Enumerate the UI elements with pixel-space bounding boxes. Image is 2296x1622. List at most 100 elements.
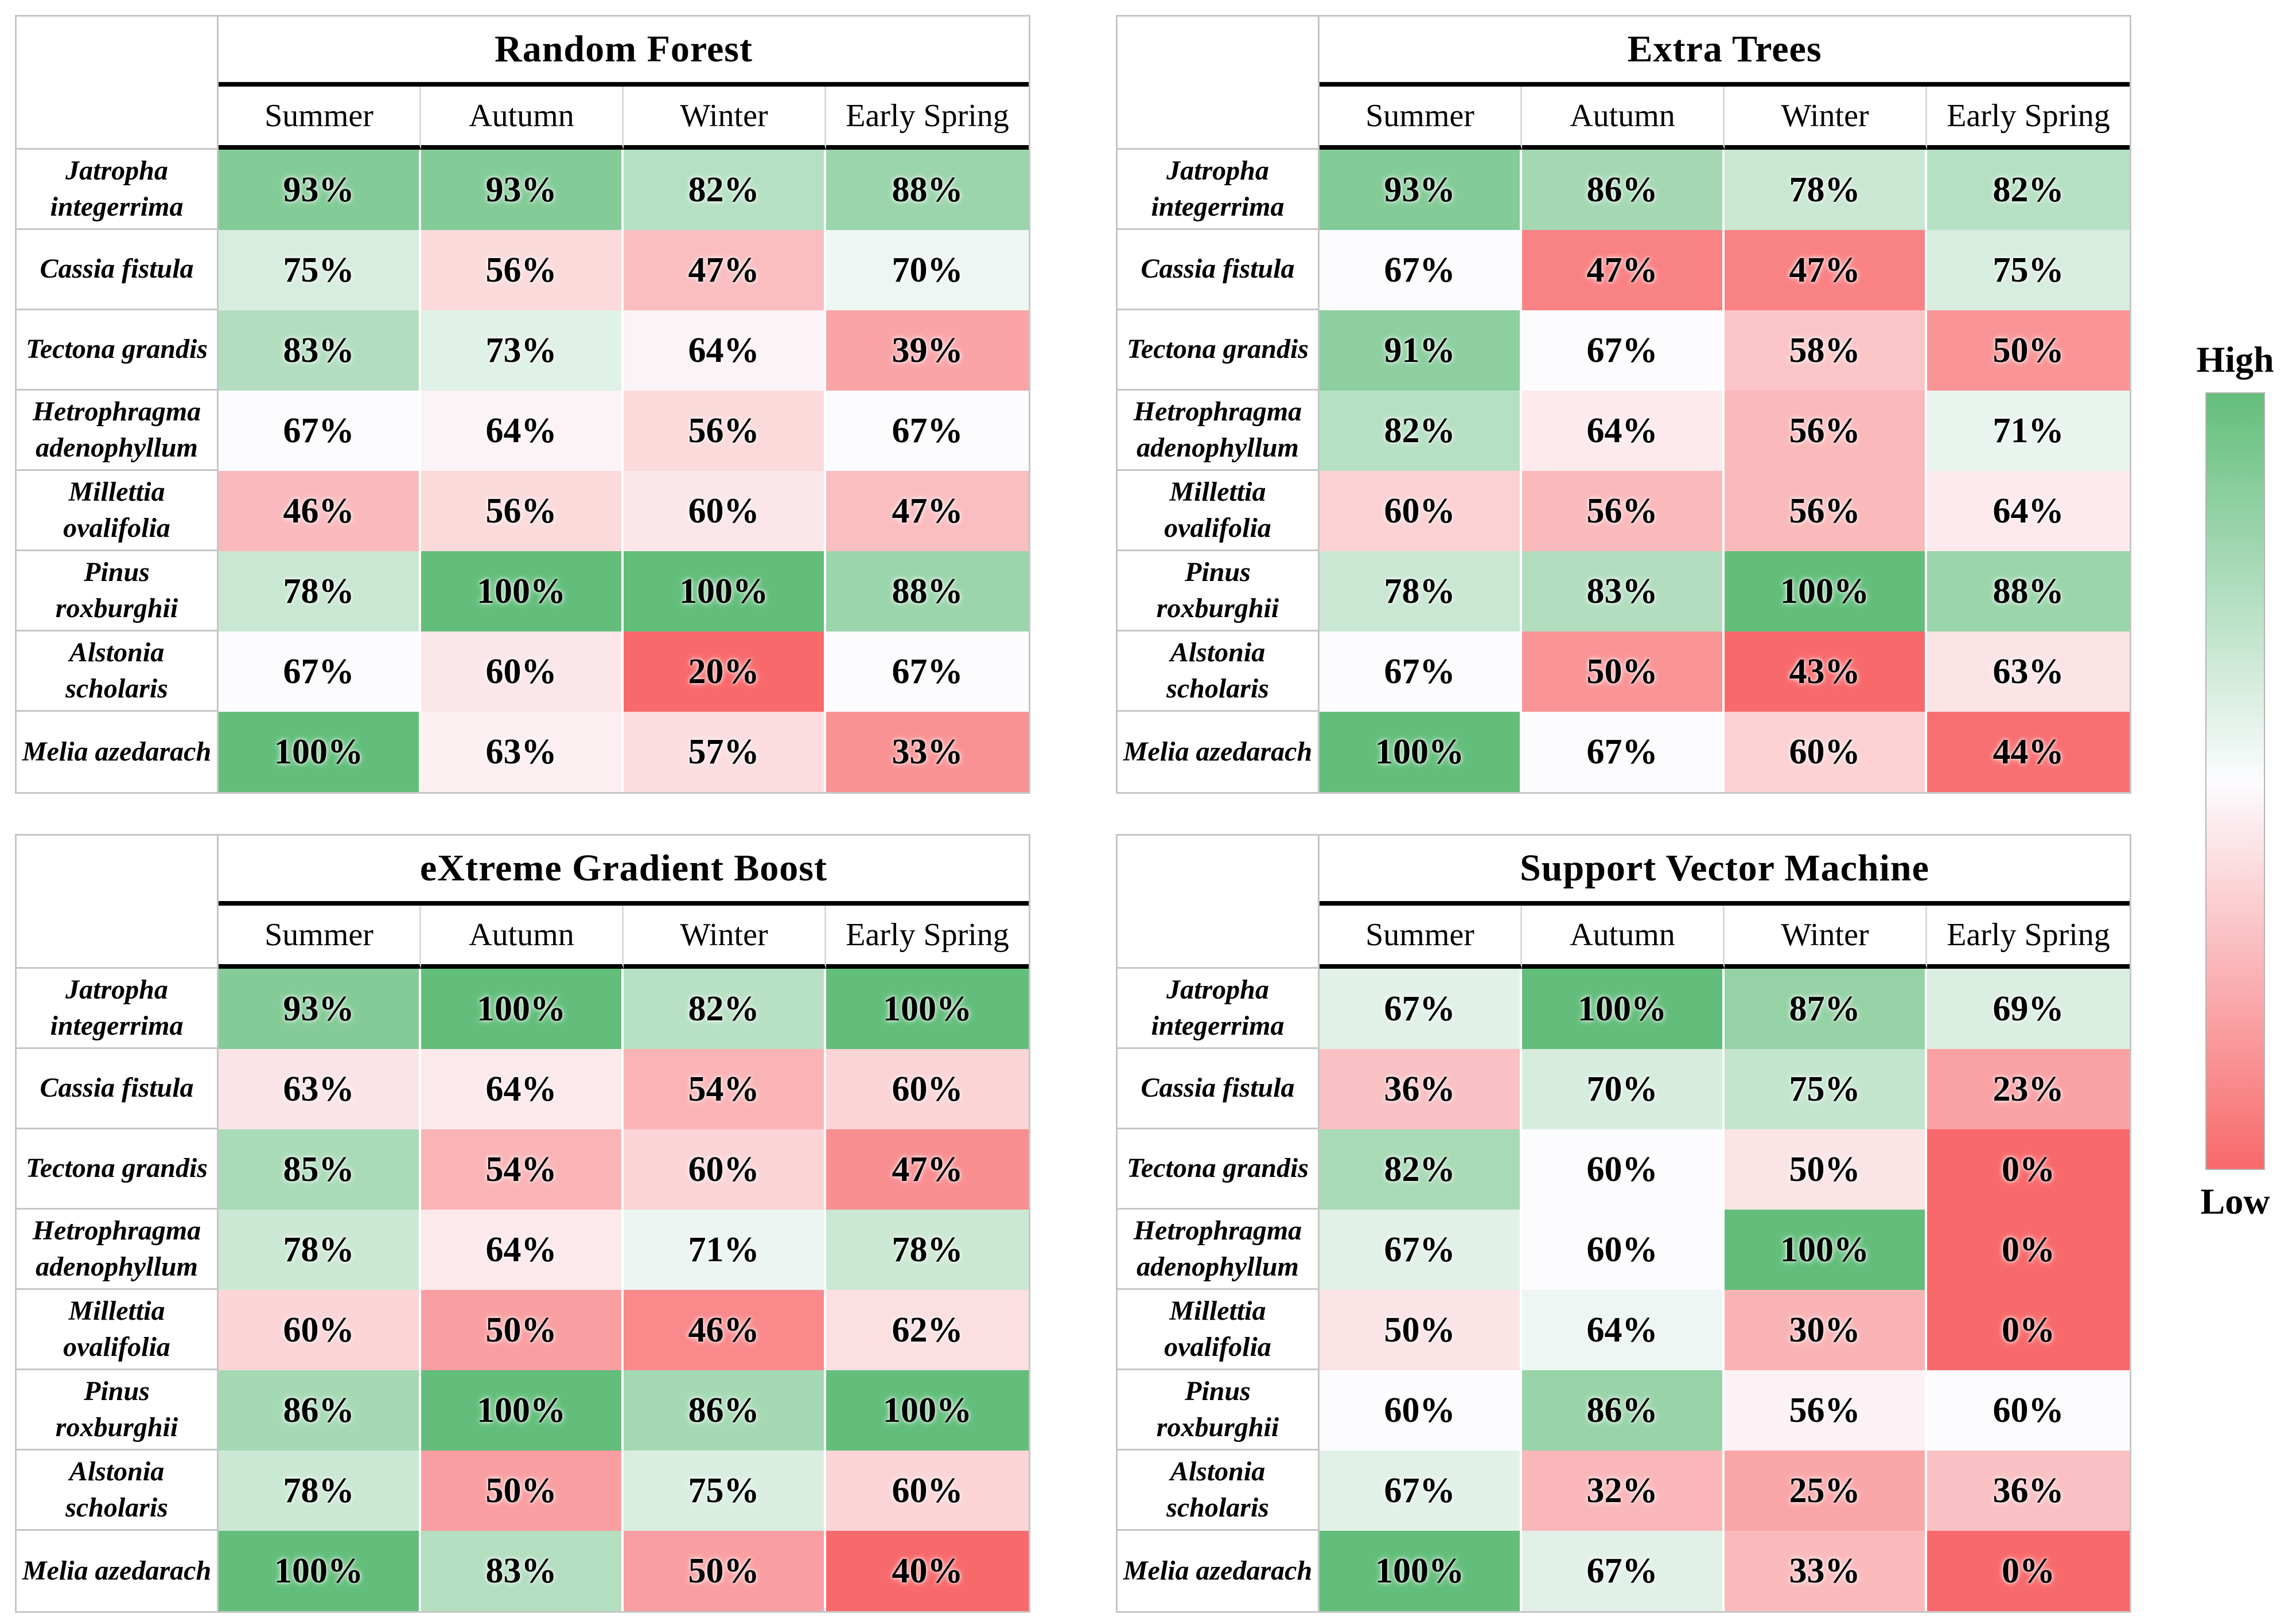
heatmap-cell: 20% — [624, 631, 826, 712]
heatmap-cell: 86% — [1522, 150, 1725, 230]
row-label: Cassia fistula — [17, 1049, 219, 1129]
row-label: Cassia fistula — [1118, 230, 1320, 310]
table-title: eXtreme Gradient Boost — [219, 836, 1029, 906]
heatmap-cell: 78% — [219, 1451, 421, 1531]
heatmap-cell: 0% — [1927, 1290, 2130, 1370]
row-label: Millettia ovalifolia — [1118, 471, 1320, 551]
heatmap-cell: 56% — [421, 230, 624, 310]
table-corner-cell — [1118, 17, 1320, 150]
heatmap-cell: 78% — [1320, 551, 1522, 631]
heatmap-cell: 60% — [1927, 1370, 2130, 1451]
heatmap-cell: 47% — [1522, 230, 1725, 310]
heatmap-cell: 100% — [1725, 551, 1927, 631]
heatmap-cell: 60% — [1522, 1210, 1725, 1290]
heatmap-cell: 69% — [1927, 969, 2130, 1049]
row-label: Pinus roxburghii — [1118, 1370, 1320, 1451]
heatmap-cell: 63% — [421, 712, 624, 792]
row-label: Cassia fistula — [17, 230, 219, 310]
heatmap-cell: 67% — [1320, 969, 1522, 1049]
heatmap-cell: 88% — [1927, 551, 2130, 631]
heatmap-cell: 32% — [1522, 1451, 1725, 1531]
heatmap-cell: 47% — [624, 230, 826, 310]
column-header: Summer — [1320, 87, 1522, 150]
heatmap-cell: 100% — [421, 969, 624, 1049]
heatmap-cell: 75% — [624, 1451, 826, 1531]
heatmap-cell: 86% — [219, 1370, 421, 1451]
heatmap-cell: 40% — [826, 1531, 1029, 1611]
heatmap-cell: 50% — [421, 1451, 624, 1531]
row-label: Alstonia scholaris — [17, 631, 219, 712]
table-title: Support Vector Machine — [1320, 836, 2130, 906]
heatmap-cell: 63% — [219, 1049, 421, 1129]
heatmap-cell: 64% — [421, 1210, 624, 1290]
heatmap-cell: 67% — [826, 391, 1029, 471]
heatmap-cell: 78% — [219, 1210, 421, 1290]
heatmap-cell: 100% — [1320, 1531, 1522, 1611]
heatmap-cell: 82% — [1320, 1129, 1522, 1210]
heatmap-cell: 60% — [421, 631, 624, 712]
heatmap-cell: 56% — [1725, 391, 1927, 471]
heatmap-table-random-forest: Random Forest Summer Autumn Winter Early Spr… — [15, 15, 1030, 794]
heatmap-cell: 83% — [421, 1531, 624, 1611]
heatmap-cell: 83% — [1522, 551, 1725, 631]
heatmap-cell: 73% — [421, 310, 624, 391]
column-header: Early Spring — [1927, 906, 2130, 969]
heatmap-cell: 82% — [624, 969, 826, 1049]
heatmap-cell: 62% — [826, 1290, 1029, 1370]
heatmap-cell: 50% — [624, 1531, 826, 1611]
table-title: Random Forest — [219, 17, 1029, 87]
heatmap-cell: 0% — [1927, 1531, 2130, 1611]
heatmap-cell: 60% — [219, 1290, 421, 1370]
heatmap-cell: 56% — [624, 391, 826, 471]
column-header: Early Spring — [826, 906, 1029, 969]
heatmap-cell: 39% — [826, 310, 1029, 391]
table-corner-cell — [17, 17, 219, 150]
heatmap-cell: 78% — [826, 1210, 1029, 1290]
heatmap-cell: 85% — [219, 1129, 421, 1210]
heatmap-cell: 100% — [826, 969, 1029, 1049]
row-label: Jatropha integerrima — [1118, 969, 1320, 1049]
heatmap-cell: 46% — [219, 471, 421, 551]
colorbar-gradient — [2205, 392, 2265, 1171]
heatmap-cell: 100% — [1522, 969, 1725, 1049]
heatmap-cell: 47% — [826, 1129, 1029, 1210]
heatmap-cell: 63% — [1927, 631, 2130, 712]
heatmap-cell: 64% — [1522, 1290, 1725, 1370]
legend-high-label: High — [2196, 339, 2274, 380]
heatmap-cell: 78% — [219, 551, 421, 631]
column-header: Summer — [1320, 906, 1522, 969]
heatmap-cell: 60% — [826, 1049, 1029, 1129]
heatmap-cell: 70% — [826, 230, 1029, 310]
heatmap-table-support-vector-machine: Support Vector Machine Summer Autumn Winter… — [1116, 834, 2131, 1613]
column-header: Early Spring — [826, 87, 1029, 150]
row-label: Tectona grandis — [17, 1129, 219, 1210]
heatmap-cell: 54% — [421, 1129, 624, 1210]
column-header: Early Spring — [1927, 87, 2130, 150]
column-header: Autumn — [421, 87, 624, 150]
heatmap-cell: 67% — [1320, 230, 1522, 310]
heatmap-cell: 86% — [1522, 1370, 1725, 1451]
heatmap-cell: 82% — [624, 150, 826, 230]
heatmap-cell: 100% — [826, 1370, 1029, 1451]
column-header: Summer — [219, 87, 421, 150]
row-label: Cassia fistula — [1118, 1049, 1320, 1129]
heatmap-cell: 67% — [219, 631, 421, 712]
heatmap-cell: 67% — [219, 391, 421, 471]
heatmap-cell: 60% — [826, 1451, 1029, 1531]
heatmap-cell: 64% — [624, 310, 826, 391]
heatmap-cell: 57% — [624, 712, 826, 792]
heatmap-cell: 33% — [1725, 1531, 1927, 1611]
heatmap-cell: 56% — [1725, 471, 1927, 551]
row-label: Alstonia scholaris — [1118, 1451, 1320, 1531]
heatmap-cell: 71% — [1927, 391, 2130, 471]
heatmap-cell: 60% — [1320, 471, 1522, 551]
heatmap-cell: 100% — [1320, 712, 1522, 792]
heatmap-cell: 82% — [1927, 150, 2130, 230]
heatmap-cell: 87% — [1725, 969, 1927, 1049]
heatmap-cell: 47% — [826, 471, 1029, 551]
heatmap-cell: 93% — [219, 969, 421, 1049]
table-corner-cell — [1118, 836, 1320, 969]
row-label: Melia azedarach — [1118, 712, 1320, 792]
heatmap-cell: 78% — [1725, 150, 1927, 230]
heatmap-cell: 86% — [624, 1370, 826, 1451]
